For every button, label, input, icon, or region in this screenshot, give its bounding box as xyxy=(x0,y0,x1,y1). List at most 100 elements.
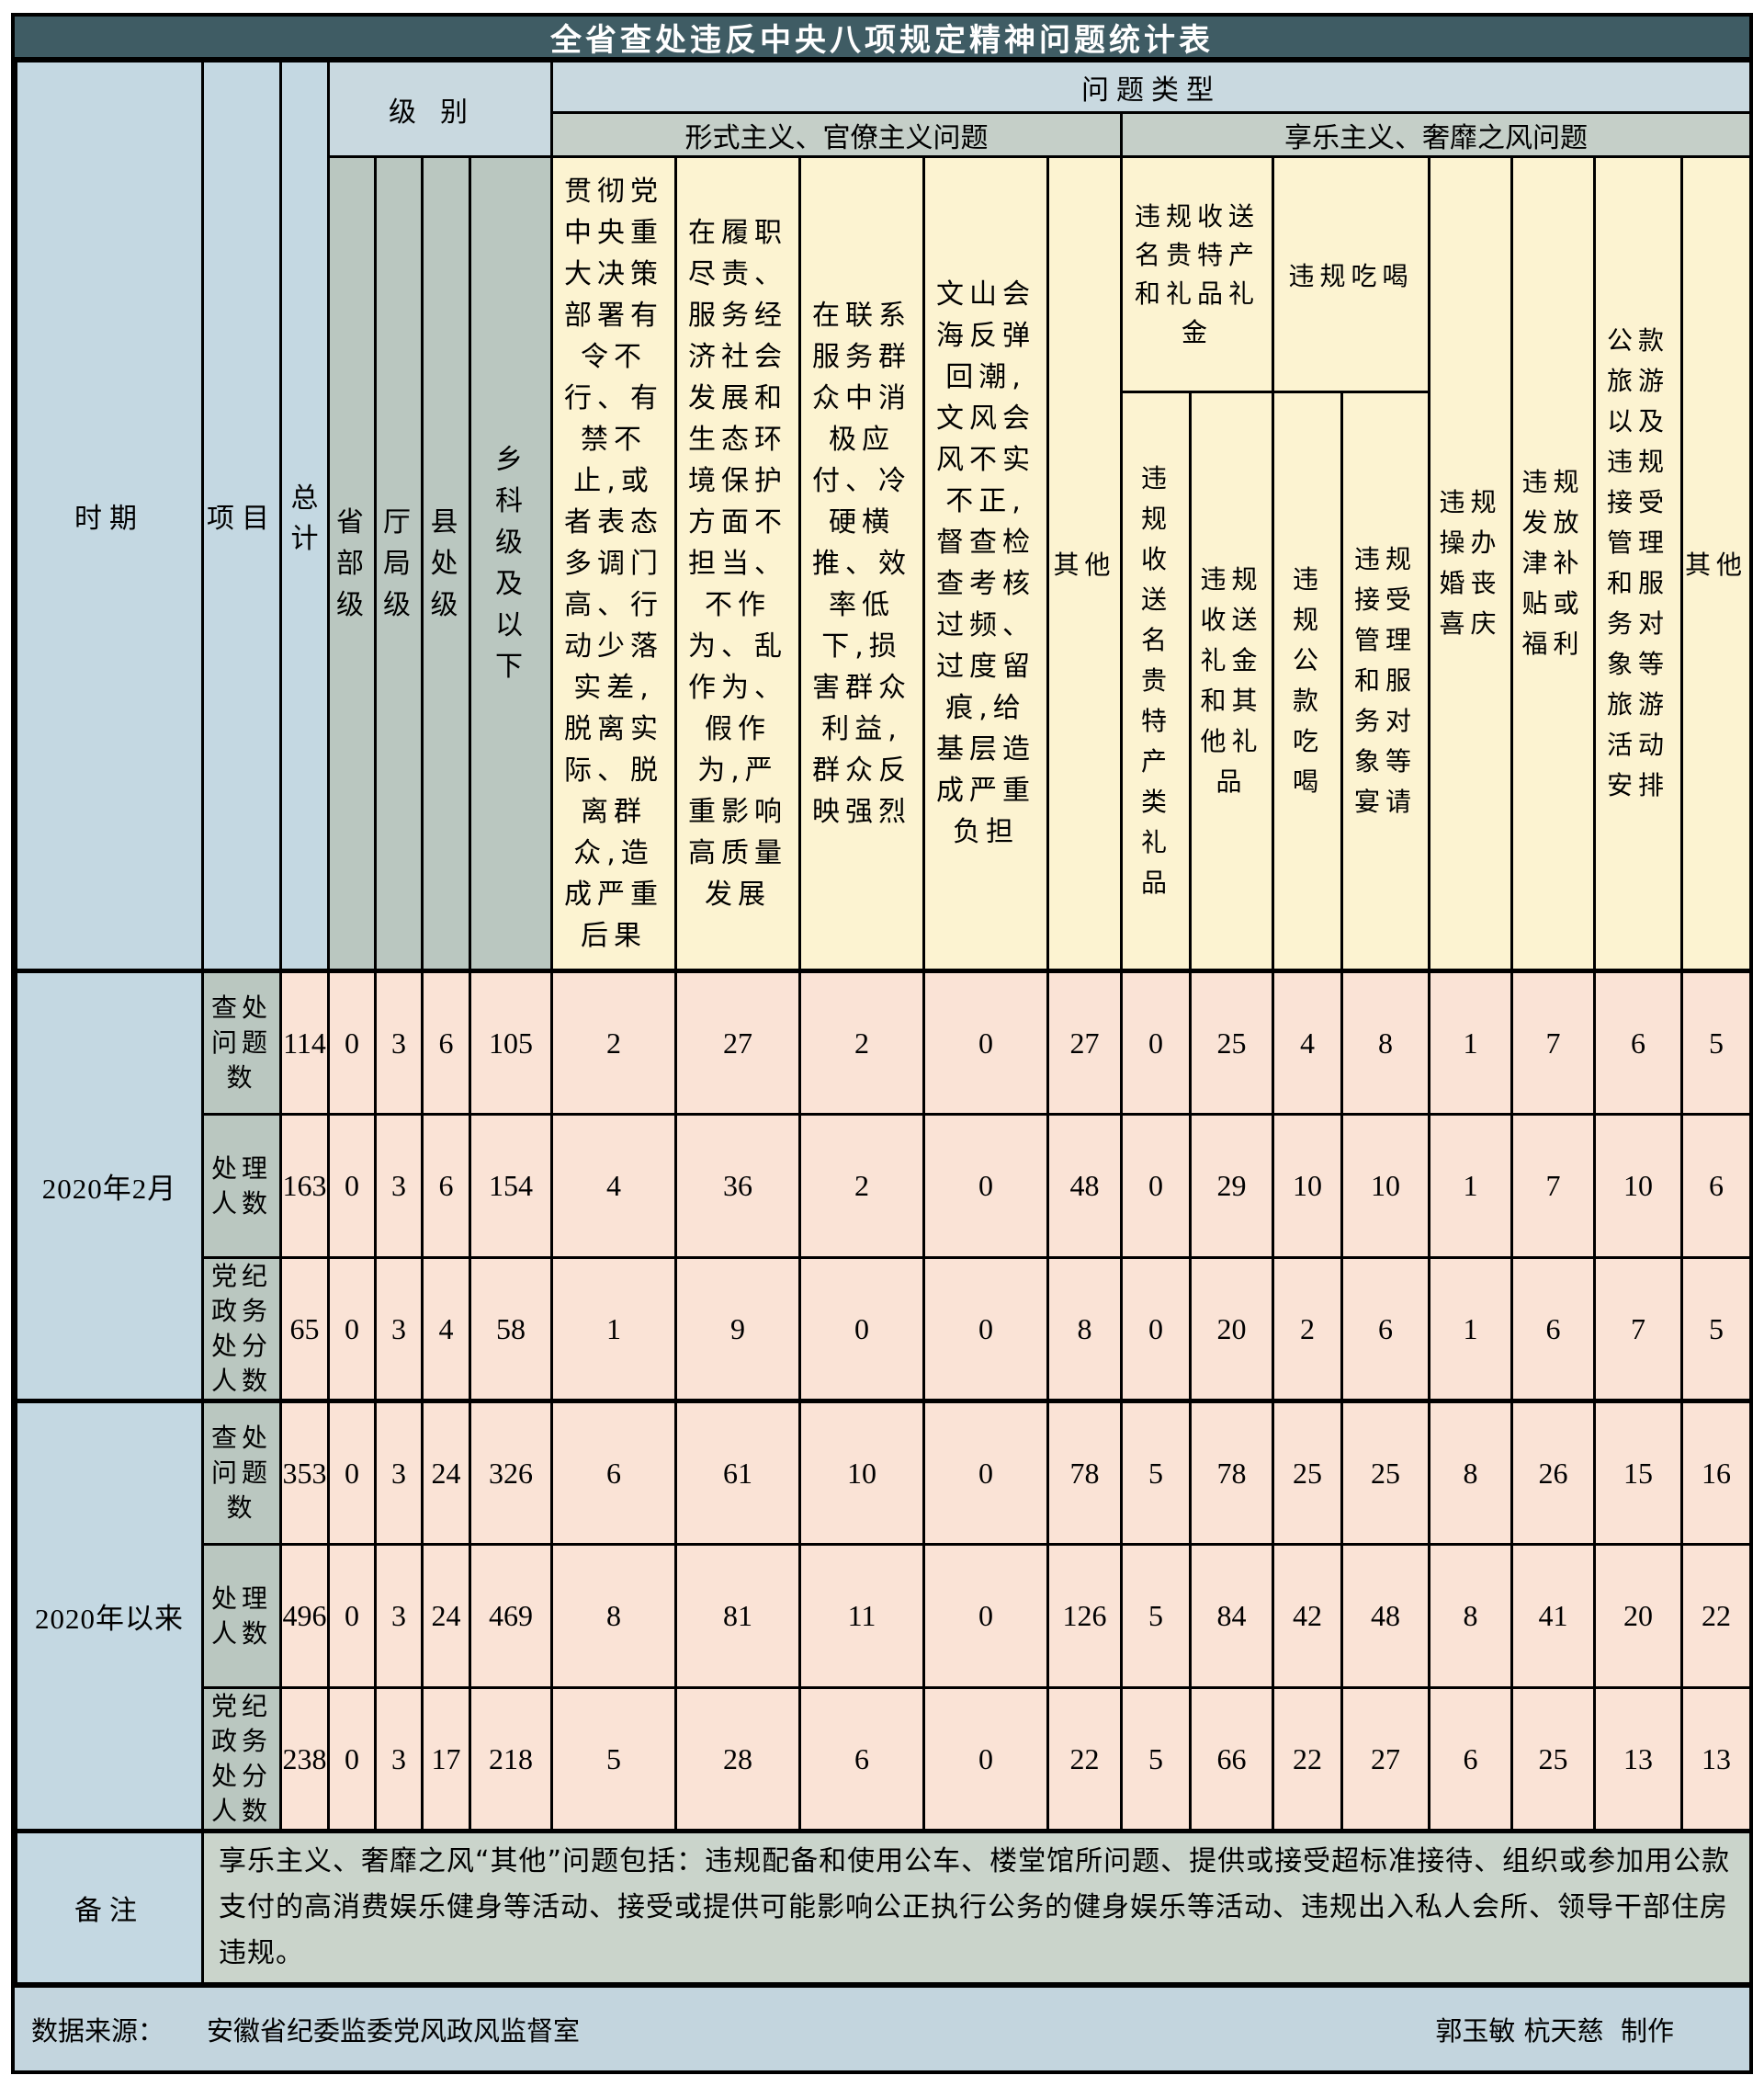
header-text: 厅局级 xyxy=(383,505,416,621)
group-header-level: 级别 xyxy=(327,60,553,158)
header-text: 在联系服务群众中消极应付、冷硬横推、效率低下,损害群众利益,群众反映强烈 xyxy=(812,299,911,828)
level-header: 乡科级及以下 xyxy=(469,155,553,972)
data-cell: 66 xyxy=(1189,1686,1274,1832)
group-header-problem-type: 问题类型 xyxy=(549,60,1753,114)
data-cell: 4 xyxy=(1272,969,1343,1116)
data-cell: 84 xyxy=(1189,1543,1274,1689)
data-cell: 48 xyxy=(1046,1113,1123,1259)
data-cell: 24 xyxy=(421,1399,471,1546)
data-cell: 8 xyxy=(1428,1543,1513,1689)
header-text: 违规公款吃喝 xyxy=(1293,564,1325,797)
data-cell: 0 xyxy=(327,1256,377,1402)
desc-header: 文山会海反弹回潮,文风会风不实不正,督查检查考核过频、过度留痕,给基层造成严重负… xyxy=(922,155,1049,972)
data-cell: 22 xyxy=(1679,1543,1753,1689)
col-header-period: 时期 xyxy=(15,60,204,972)
data-cell: 27 xyxy=(674,969,801,1116)
data-cell: 6 xyxy=(1510,1256,1596,1402)
data-cell: 6 xyxy=(1679,1113,1753,1259)
remark-content: 享乐主义、奢靡之风“其他”问题包括：违规配备和使用公车、楼堂馆所问题、提供或接受… xyxy=(200,1829,1753,1985)
header-row-subgroups: 省部级 厅局级 县处级 乡科级及以下 贯彻党中央重大决策部署有令不行、有禁不止,… xyxy=(17,155,1753,972)
desc-header: 违规收送名贵特产类礼品 xyxy=(1120,391,1192,972)
header-text: 处理人数 xyxy=(210,1582,272,1649)
desc-header: 违规收送礼金和其他礼品 xyxy=(1189,391,1274,972)
header-text: 违规操办婚丧喜庆 xyxy=(1439,487,1502,639)
data-cell: 1 xyxy=(1428,1113,1513,1259)
data-cell: 0 xyxy=(327,1543,377,1689)
data-cell: 469 xyxy=(469,1543,553,1689)
level-header: 省部级 xyxy=(327,155,377,972)
data-cell: 29 xyxy=(1189,1113,1274,1259)
data-cell: 0 xyxy=(1120,1256,1192,1402)
group-header-hedonism: 享乐主义、奢靡之风问题 xyxy=(1119,111,1753,158)
data-cell: 3 xyxy=(374,1256,424,1402)
data-cell: 3 xyxy=(374,1686,424,1832)
header-text: 其他 xyxy=(1685,550,1748,580)
header-text: 形式主义、官僚主义问题 xyxy=(684,121,989,154)
col-header-total: 总计 xyxy=(279,60,330,972)
data-cell: 25 xyxy=(1272,1399,1343,1546)
data-cell: 36 xyxy=(674,1113,801,1259)
desc-header: 违规发放津补贴或福利 xyxy=(1510,155,1596,972)
data-cell: 65 xyxy=(279,1256,330,1402)
row-item-header: 查处问题数 xyxy=(201,1399,282,1546)
data-cell: 13 xyxy=(1593,1686,1683,1832)
header-text: 违规收送名贵特产类礼品 xyxy=(1141,463,1173,898)
data-cell: 2 xyxy=(1272,1256,1343,1402)
data-cell: 8 xyxy=(1428,1399,1513,1546)
data-cell: 7 xyxy=(1510,1113,1596,1259)
subgroup-header-gifts: 违规收送名贵特产和礼品礼金 xyxy=(1120,155,1274,393)
desc-header: 违规公款吃喝 xyxy=(1272,391,1343,972)
data-source: 数据来源： 安徽省纪委监委党风政风监督室 xyxy=(15,2010,580,2048)
header-text: 公款旅游以及违规接受管理和服务对象等旅游活动安排 xyxy=(1607,325,1670,800)
data-cell: 25 xyxy=(1340,1399,1430,1546)
table-row: 党纪政务处分人数 65 0 3 4 58 1 9 0 0 8 0 20 2 6 1 6 7 5 xyxy=(17,1256,1753,1402)
data-cell: 5 xyxy=(550,1686,677,1832)
data-cell: 0 xyxy=(327,1113,377,1259)
header-text: 贯彻党中央重大决策部署有令不行、有禁不止,或者表态多调门高、行动少落实差,脱离实… xyxy=(564,175,663,952)
desc-header: 违规接受管理和服务对象等宴请 xyxy=(1340,391,1430,972)
desc-header: 贯彻党中央重大决策部署有令不行、有禁不止,或者表态多调门高、行动少落实差,脱离实… xyxy=(550,155,677,972)
data-cell: 154 xyxy=(469,1113,553,1259)
footer-bar: 数据来源： 安徽省纪委监委党风政风监督室 郭玉敏 杭天慈 制作 xyxy=(15,1985,1749,2070)
data-cell: 6 xyxy=(1428,1686,1513,1832)
data-cell: 0 xyxy=(1120,1113,1192,1259)
header-text: 违规发放津补贴或福利 xyxy=(1521,467,1585,659)
row-item-header: 处理人数 xyxy=(201,1113,282,1259)
data-cell: 8 xyxy=(1340,969,1430,1116)
header-row-problem-type: 时期 项目 总计 级别 问题类型 xyxy=(15,60,1753,972)
header-text: 省部级 xyxy=(336,505,369,621)
statistics-sheet: 全省查处违反中央八项规定精神问题统计表 时期 项目 总计 级别 问题类型 形式主… xyxy=(11,13,1753,2074)
row-item-header: 查处问题数 xyxy=(201,969,282,1116)
header-row-groups: 形式主义、官僚主义问题 享乐主义、奢靡之风问题 xyxy=(17,111,1753,158)
header-text: 在履职尽责、服务经济社会发展和生态环境保护方面不担当、不作为、乱作为、假作为,严… xyxy=(688,216,787,911)
data-cell: 105 xyxy=(469,969,553,1116)
data-cell: 0 xyxy=(922,1543,1049,1689)
data-cell: 22 xyxy=(1046,1686,1123,1832)
data-cell: 2 xyxy=(798,969,925,1116)
data-cell: 25 xyxy=(1189,969,1274,1116)
data-cell: 0 xyxy=(327,1686,377,1832)
header-text: 查处问题数 xyxy=(210,1423,272,1523)
data-cell: 4 xyxy=(421,1256,471,1402)
data-cell: 0 xyxy=(327,969,377,1116)
period-header: 2020年2月 xyxy=(15,969,204,1402)
desc-header: 在履职尽责、服务经济社会发展和生态环境保护方面不担当、不作为、乱作为、假作为,严… xyxy=(674,155,801,972)
data-cell: 114 xyxy=(279,969,330,1116)
data-cell: 81 xyxy=(674,1543,801,1689)
data-cell: 27 xyxy=(1340,1686,1430,1832)
data-cell: 1 xyxy=(1428,1256,1513,1402)
col-header-item: 项目 xyxy=(201,60,282,972)
data-cell: 48 xyxy=(1340,1543,1430,1689)
data-cell: 3 xyxy=(374,1543,424,1689)
data-cell: 78 xyxy=(1189,1399,1274,1546)
header-row-leaf: 违规收送名贵特产类礼品 违规收送礼金和其他礼品 违规公款吃喝 违规接受管理和服务… xyxy=(17,391,1751,972)
data-cell: 0 xyxy=(922,1686,1049,1832)
header-text: 文山会海反弹回潮,文风会风不实不正,督查检查考核过频、过度留痕,给基层造成严重负… xyxy=(936,278,1035,848)
data-cell: 7 xyxy=(1510,969,1596,1116)
data-cell: 6 xyxy=(421,1113,471,1259)
data-cell: 6 xyxy=(421,969,471,1116)
data-cell: 10 xyxy=(1272,1113,1343,1259)
data-cell: 10 xyxy=(1593,1113,1683,1259)
data-cell: 13 xyxy=(1679,1686,1753,1832)
desc-header: 公款旅游以及违规接受管理和服务对象等旅游活动安排 xyxy=(1593,155,1683,972)
